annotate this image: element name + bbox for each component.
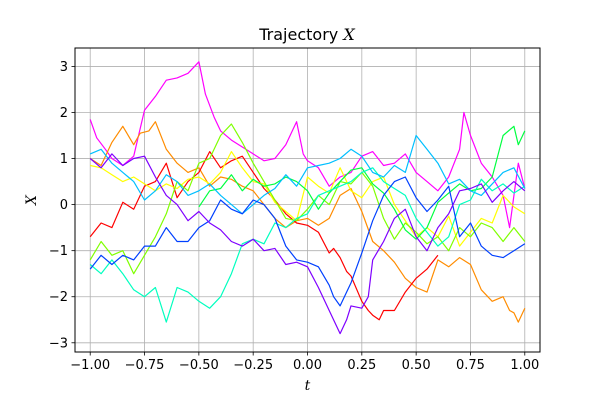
series-line-5 xyxy=(89,123,526,275)
series-line-10 xyxy=(89,153,526,335)
series-layer xyxy=(89,61,526,335)
chart-title-variable: X xyxy=(341,25,355,44)
y-tick-label: 2 xyxy=(60,106,68,121)
grid xyxy=(75,48,540,352)
y-tick-label: 0 xyxy=(60,198,68,213)
ticks: −1.00 −0.75 −0.50 −0.25 0.00 0.25 0.50 0.75 1.00… xyxy=(49,60,539,373)
series-line-6 xyxy=(198,125,526,240)
x-tick-label: 1.00 xyxy=(510,358,539,373)
y-axis-label: X xyxy=(24,194,40,206)
x-tick-label: 0.00 xyxy=(293,358,322,373)
chart-title: Trajectory X xyxy=(258,25,355,44)
y-tick-label: −3 xyxy=(49,336,68,351)
series-line-7 xyxy=(89,167,526,323)
x-tick-label: −1.00 xyxy=(70,358,110,373)
x-tick-label: 0.50 xyxy=(402,358,431,373)
chart-title-text: Trajectory xyxy=(258,25,343,44)
x-tick-label: −0.75 xyxy=(125,358,165,373)
y-tick-label: −2 xyxy=(49,290,68,305)
y-tick-label: −1 xyxy=(49,244,68,259)
y-tick-label: 3 xyxy=(60,60,68,75)
series-line-8 xyxy=(89,134,526,215)
series-line-2 xyxy=(89,121,526,323)
series-line-9 xyxy=(89,176,526,307)
x-tick-label: −0.25 xyxy=(233,358,273,373)
x-axis-label: t xyxy=(305,378,311,394)
x-tick-label: 0.75 xyxy=(456,358,485,373)
series-line-3 xyxy=(89,151,439,321)
x-tick-label: −0.50 xyxy=(179,358,219,373)
x-tick-label: 0.25 xyxy=(347,358,376,373)
series-line-1 xyxy=(89,61,526,229)
y-tick-label: 1 xyxy=(60,152,68,167)
